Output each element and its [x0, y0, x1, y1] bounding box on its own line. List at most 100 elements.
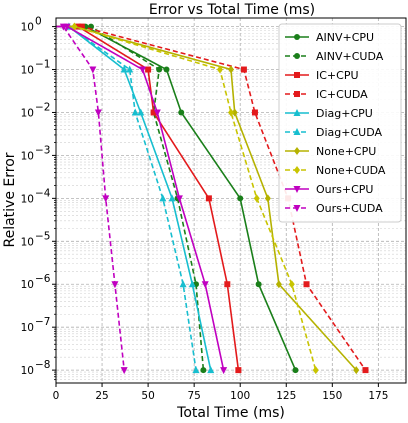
y-tick-label: 10	[21, 279, 34, 291]
x-tick-label: 175	[368, 390, 388, 402]
x-axis-label: Total Time (ms)	[176, 405, 285, 421]
marker-diamond	[275, 280, 282, 289]
legend: AINV+CPU AINV+CUDA IC+CPU IC+CUDA Diag+CPU Di…	[278, 23, 402, 223]
marker-diamond	[294, 147, 300, 155]
x-tick-label: 125	[276, 390, 296, 402]
marker-circle	[163, 66, 170, 73]
marker-square	[145, 66, 152, 73]
marker-diamond	[216, 65, 223, 74]
marker-square	[205, 195, 212, 202]
marker-square	[240, 66, 247, 73]
legend-entry: IC+CUDA	[285, 88, 368, 101]
legend-label: Ours+CPU	[316, 183, 373, 196]
marker-diamond	[353, 366, 360, 375]
marker-circle	[200, 367, 207, 374]
marker-diamond	[71, 22, 78, 31]
marker-square	[294, 91, 300, 97]
y-tick-exponent: −7	[35, 316, 50, 328]
marker-triangle-up	[179, 280, 187, 288]
marker-square	[294, 72, 300, 78]
legend-entry: None+CUDA	[285, 164, 386, 177]
series-ours-cpu	[56, 23, 228, 375]
y-tick-label: 10	[21, 322, 34, 334]
marker-circle	[178, 109, 185, 116]
marker-square	[362, 367, 369, 374]
marker-diamond	[288, 280, 295, 289]
chart-title: Error vs Total Time (ms)	[149, 2, 315, 18]
marker-diamond	[264, 194, 271, 203]
marker-square	[235, 367, 242, 374]
legend-label: AINV+CPU	[316, 31, 374, 44]
x-tick-label: 50	[141, 390, 154, 402]
marker-triangle-up	[207, 366, 215, 374]
marker-triangle-up	[168, 194, 176, 202]
legend-box	[278, 23, 402, 223]
marker-triangle-down	[175, 195, 183, 203]
marker-triangle-up	[159, 194, 167, 202]
legend-entry: Ours+CPU	[285, 183, 373, 196]
marker-circle	[255, 281, 262, 288]
series-ic-cpu	[56, 23, 242, 374]
marker-triangle-down	[201, 281, 209, 289]
marker-square	[75, 23, 82, 30]
marker-square	[78, 23, 85, 30]
legend-entry: IC+CPU	[285, 69, 359, 82]
y-tick-label: 10	[21, 150, 34, 162]
series-none-cuda	[56, 22, 319, 375]
series-ours-cuda	[56, 23, 128, 375]
legend-entry: AINV+CUDA	[285, 50, 384, 63]
marker-triangle-down	[139, 66, 147, 74]
marker-triangle-up	[126, 65, 134, 73]
legend-label: Diag+CPU	[316, 107, 373, 120]
y-tick-label: 10	[21, 65, 34, 77]
marker-triangle-down	[293, 205, 301, 212]
x-tick-label: 75	[187, 390, 200, 402]
legend-entry: Ours+CUDA	[285, 202, 383, 215]
y-tick-exponent: −6	[35, 273, 51, 285]
marker-triangle-up	[293, 109, 301, 116]
x-tick-label: 100	[230, 390, 250, 402]
marker-square	[303, 281, 310, 288]
y-tick-label: 10	[21, 107, 34, 119]
marker-diamond	[231, 108, 238, 117]
marker-diamond	[294, 166, 300, 174]
marker-circle	[294, 53, 300, 59]
marker-triangle-down	[102, 195, 110, 203]
y-tick-exponent: −8	[35, 359, 50, 371]
y-tick-label: 10	[21, 236, 34, 248]
marker-triangle-up	[131, 108, 139, 116]
marker-square	[150, 109, 157, 116]
marker-triangle-up	[188, 280, 196, 288]
marker-diamond	[228, 65, 234, 74]
y-tick-label: 10	[21, 193, 34, 205]
y-tick-exponent: −5	[35, 230, 50, 242]
x-tick-label: 25	[95, 390, 108, 402]
legend-label: IC+CPU	[316, 69, 359, 82]
marker-circle	[156, 66, 163, 73]
legend-entry: None+CPU	[285, 145, 376, 158]
series-layer	[56, 22, 369, 375]
marker-circle	[237, 195, 244, 202]
marker-triangle-down	[153, 109, 161, 117]
legend-label: None+CPU	[316, 145, 376, 158]
marker-triangle-down	[293, 186, 301, 193]
marker-diamond	[253, 194, 260, 203]
marker-square	[251, 109, 258, 116]
marker-triangle-down	[94, 109, 102, 117]
y-tick-label: 10	[21, 22, 34, 34]
marker-triangle-up	[137, 108, 145, 116]
legend-label: Ours+CUDA	[316, 202, 383, 215]
y-tick-label: 10	[21, 365, 34, 377]
y-tick-exponent: −1	[35, 59, 50, 71]
y-tick-exponent: 0	[35, 16, 42, 28]
marker-triangle-up	[293, 128, 301, 135]
legend-label: Diag+CUDA	[316, 126, 382, 139]
marker-diamond	[312, 366, 319, 375]
legend-label: None+CUDA	[316, 164, 386, 177]
marker-triangle-down	[89, 66, 97, 74]
x-tick-label: 0	[53, 390, 60, 402]
marker-triangle-down	[220, 367, 228, 375]
legend-entry: Diag+CUDA	[285, 126, 382, 139]
